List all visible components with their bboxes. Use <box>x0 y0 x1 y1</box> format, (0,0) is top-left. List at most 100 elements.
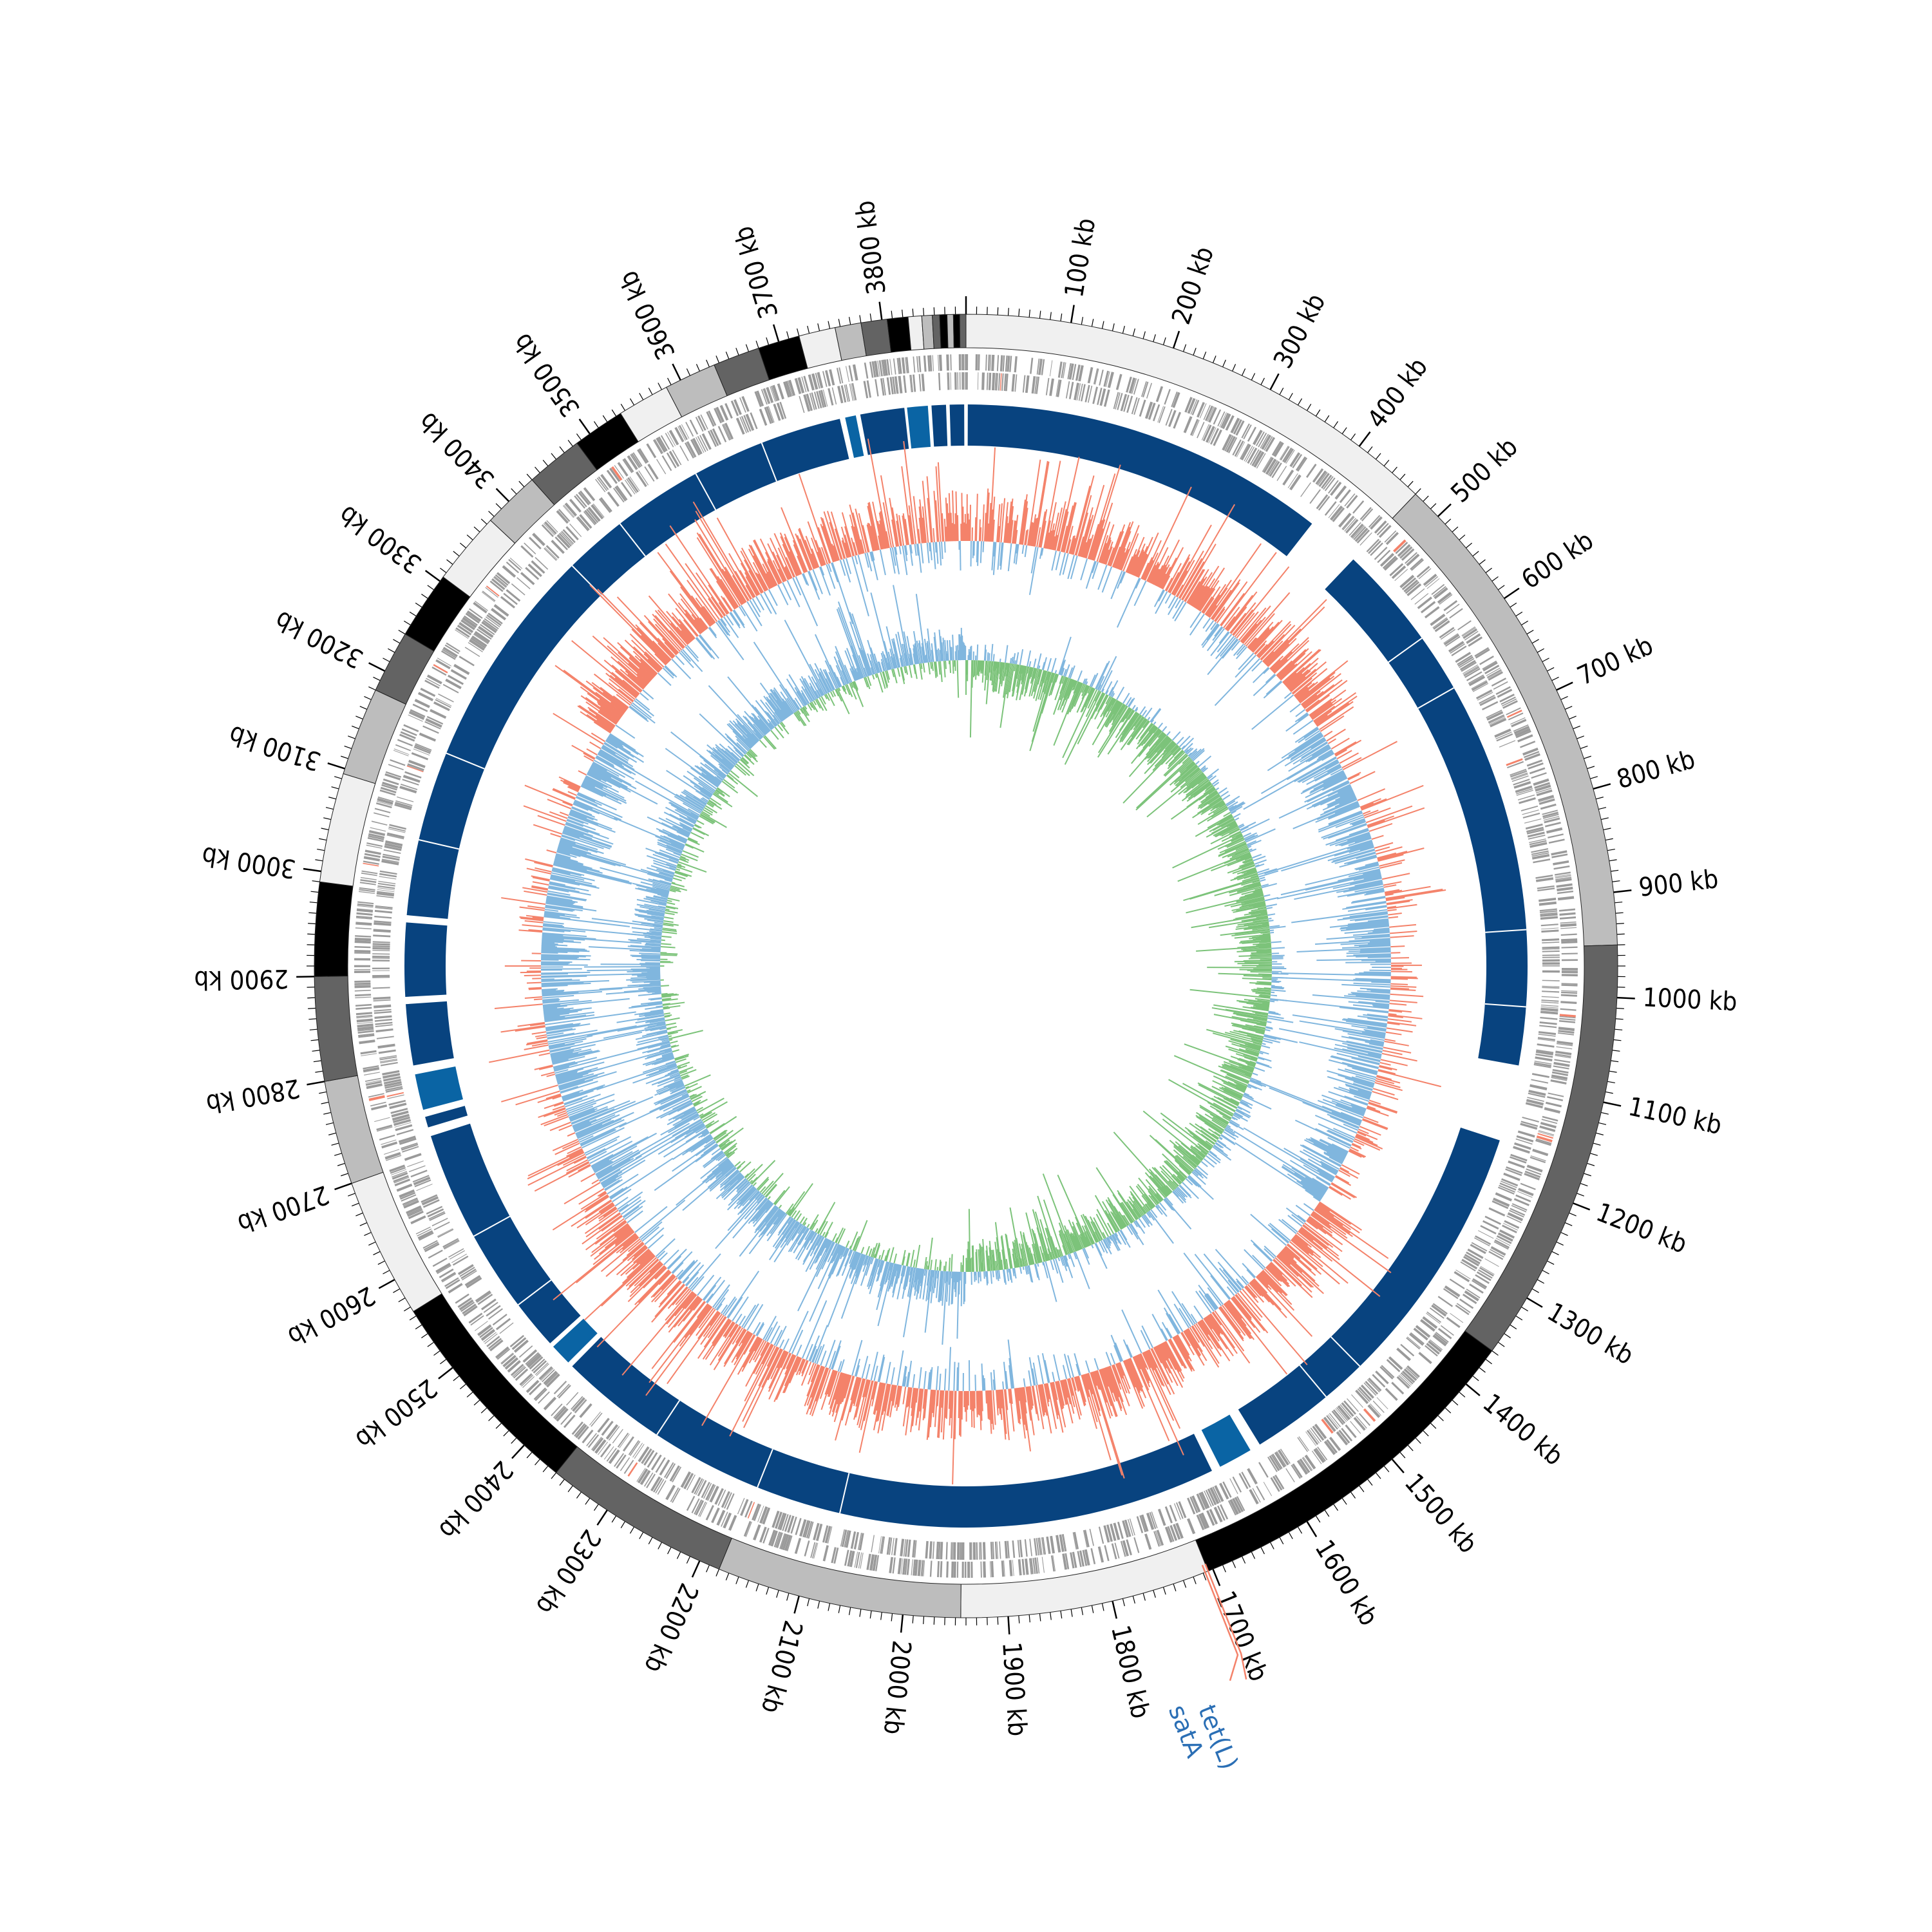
gc-content-bar <box>898 515 905 546</box>
cds-feature <box>1540 912 1558 915</box>
cds-feature <box>1550 1079 1567 1085</box>
cds-feature <box>430 708 447 719</box>
cds-feature <box>950 372 952 390</box>
gc-content-bar <box>1329 1059 1378 1074</box>
cds-feature <box>378 880 396 884</box>
gc-content-bar <box>1195 578 1216 609</box>
gc-content-bar <box>1262 1269 1288 1296</box>
gc-content-bar <box>659 1252 668 1261</box>
gc-content-bar <box>629 657 653 680</box>
cds-feature <box>1548 1092 1564 1097</box>
cds-feature <box>989 354 992 371</box>
gc-content-bar <box>609 674 638 698</box>
cds-feature <box>421 1194 438 1203</box>
cds-feature <box>1542 959 1560 962</box>
gc-content-bar <box>636 673 649 685</box>
gc-content-bar <box>1016 1388 1021 1419</box>
cds-feature <box>714 408 723 424</box>
gc-content-bar <box>716 1303 723 1311</box>
minor-tick <box>1122 1598 1125 1607</box>
gc-content-bar <box>1220 1305 1241 1334</box>
gc-content-bar <box>1290 737 1325 760</box>
gc-content-bar <box>560 839 604 855</box>
gc-content-bar <box>1049 529 1055 550</box>
tick-label: 2300 kb <box>530 1524 607 1620</box>
gc-content-bar <box>811 553 818 569</box>
gc-content-bar <box>554 1061 605 1076</box>
alignment-segment <box>572 1336 1212 1528</box>
minor-tick <box>1162 1587 1166 1595</box>
gc-content-bar <box>1129 550 1141 574</box>
gc-content-bar <box>1080 558 1088 581</box>
gc-content-bar <box>1297 660 1349 701</box>
cds-feature <box>637 449 648 464</box>
cds-feature <box>1187 1497 1196 1515</box>
cds-feature <box>1466 671 1482 681</box>
cds-feature <box>1170 1525 1178 1541</box>
minor-tick <box>611 409 617 417</box>
gc-content-bar <box>1331 1055 1379 1068</box>
cds-feature <box>1196 1514 1205 1531</box>
gc-content-bar <box>626 1253 654 1278</box>
gc-content-bar <box>855 1378 866 1418</box>
gc-content-bar <box>1209 1314 1238 1354</box>
cds-feature <box>457 1297 472 1308</box>
cds-feature <box>1009 355 1012 372</box>
cds-feature <box>1531 853 1550 860</box>
gc-content-bar <box>1314 1209 1353 1237</box>
gc-content-bar <box>1222 1269 1242 1291</box>
gc-content-bar <box>948 513 951 542</box>
gc-content-bar <box>851 537 857 556</box>
cds-feature <box>1561 968 1578 971</box>
gc-skew-bar <box>1016 665 1020 679</box>
gc-content-bar <box>1299 676 1335 704</box>
gc-content-bar <box>1091 519 1106 561</box>
gc-skew-bar <box>1001 662 1005 687</box>
cds-feature <box>1400 1343 1415 1357</box>
cds-feature <box>1510 770 1528 778</box>
cds-feature <box>1511 772 1528 779</box>
gc-content-bar <box>1047 530 1053 549</box>
cds-feature <box>437 1228 453 1237</box>
minor-tick <box>1091 1605 1094 1613</box>
gc-content-bar <box>543 921 564 925</box>
gc-content-bar <box>1358 1056 1381 1063</box>
cds-feature <box>363 1066 380 1073</box>
cds-feature <box>592 1437 604 1452</box>
gc-content-bar <box>624 639 659 673</box>
cds-feature <box>679 445 689 462</box>
gc-content-bar <box>1340 1112 1363 1122</box>
gc-content-bar <box>1328 811 1363 826</box>
gc-content-bar <box>902 1387 910 1426</box>
cds-feature <box>485 616 500 628</box>
cds-feature <box>896 376 899 394</box>
cds-feature <box>1511 1203 1528 1211</box>
gc-content-bar <box>797 535 812 571</box>
gc-content-bar <box>845 558 852 574</box>
cds-feature <box>1191 1495 1201 1513</box>
cds-feature <box>1551 1074 1568 1080</box>
gc-content-bar <box>1390 988 1416 991</box>
gc-content-bar <box>1280 651 1312 681</box>
cds-feature <box>853 1531 859 1549</box>
cds-feature <box>1536 1049 1554 1054</box>
gc-content-bar <box>1099 1368 1117 1417</box>
gc-content-bar <box>756 1323 765 1337</box>
minor-tick <box>460 1383 466 1390</box>
gc-content-bar <box>661 1275 676 1291</box>
cds-feature <box>569 498 582 513</box>
cds-feature <box>1538 1031 1557 1036</box>
cds-feature <box>1511 775 1529 782</box>
gc-content-bar <box>1349 1036 1385 1045</box>
gc-content-bar <box>1296 1232 1333 1262</box>
minor-tick <box>355 1212 363 1217</box>
gc-content-bar <box>873 1365 878 1381</box>
gc-content-bar <box>1283 649 1321 684</box>
minor-tick <box>1415 1437 1421 1444</box>
gc-content-bar <box>1303 1139 1345 1161</box>
cds-feature <box>1079 1550 1084 1567</box>
gc-content-bar <box>1348 837 1372 846</box>
gc-content-bar <box>567 1132 576 1137</box>
gc-content-bar <box>945 497 949 542</box>
cds-feature <box>1065 381 1070 399</box>
